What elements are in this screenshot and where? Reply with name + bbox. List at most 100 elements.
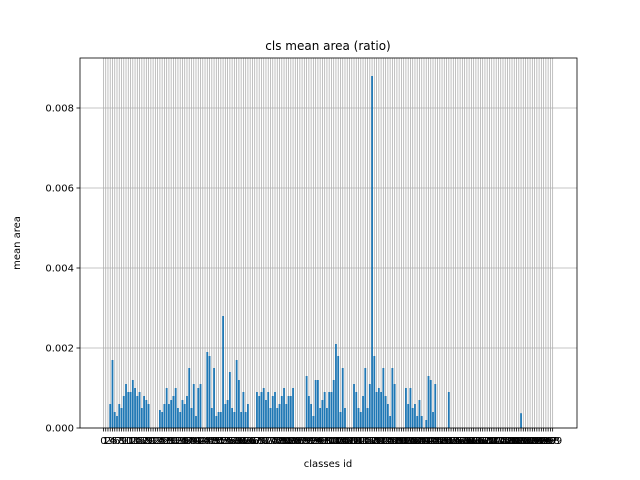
- x-tick-label: 170: [478, 436, 497, 447]
- x-tick-label: 103: [326, 436, 345, 447]
- x-tick-label: 24: [151, 436, 164, 447]
- bar: [386, 404, 389, 428]
- x-tick-label: 25: [154, 436, 167, 447]
- bar: [380, 392, 382, 428]
- x-tick-label: 68: [251, 436, 264, 447]
- x-tick-label: 9: [121, 436, 127, 447]
- x-tick-label: 120: [365, 436, 384, 447]
- x-tick-label: 46: [201, 436, 214, 447]
- bar: [429, 380, 432, 428]
- x-tick-label: 195: [534, 436, 553, 447]
- x-tick-label: 10: [120, 436, 133, 447]
- bar: [147, 404, 150, 428]
- bar: [368, 384, 371, 428]
- x-tick-label: 168: [473, 436, 492, 447]
- x-tick-label: 126: [378, 436, 397, 447]
- bar: [219, 412, 222, 428]
- y-tick-label: 0.000: [45, 424, 74, 435]
- x-tick-label: 81: [280, 436, 293, 447]
- bar: [116, 416, 118, 428]
- x-tick-label: 70: [255, 436, 268, 447]
- x-tick-label: 175: [489, 436, 508, 447]
- x-tick-label: 75: [266, 436, 279, 447]
- bar: [233, 412, 236, 428]
- bar: [235, 360, 238, 428]
- x-tick-label: 140: [410, 436, 429, 447]
- x-tick-label: 72: [260, 436, 273, 447]
- x-tick-label: 185: [511, 436, 530, 447]
- x-tick-label: 193: [530, 436, 549, 447]
- bar: [382, 368, 385, 428]
- x-tick-label: 198: [541, 436, 560, 447]
- x-tick-label: 14: [129, 436, 142, 447]
- bar: [371, 76, 373, 428]
- x-tick-label: 149: [430, 436, 449, 447]
- bar: [195, 416, 197, 428]
- bar: [231, 408, 234, 428]
- bar: [420, 416, 423, 428]
- bar: [260, 392, 263, 428]
- x-tick-label: 166: [469, 436, 488, 447]
- bar: [321, 400, 324, 428]
- x-tick-label: 123: [372, 436, 391, 447]
- bar: [316, 380, 319, 428]
- bar: [520, 413, 522, 428]
- x-tick-label: 95: [312, 436, 325, 447]
- bar: [131, 380, 134, 428]
- bar: [192, 384, 195, 428]
- bar: [129, 392, 132, 428]
- bar: [265, 400, 267, 428]
- y-axis-label: mean area: [12, 216, 23, 270]
- x-tick-label: 12: [124, 436, 137, 447]
- x-tick-label: 26: [156, 436, 169, 447]
- x-tick-label: 104: [329, 436, 348, 447]
- x-tick-label: 183: [507, 436, 526, 447]
- bar: [237, 380, 240, 428]
- bar: [330, 392, 333, 428]
- bar: [292, 388, 294, 428]
- x-tick-label: 107: [335, 436, 354, 447]
- bar: [199, 384, 202, 428]
- bar: [319, 408, 322, 428]
- bar: [276, 408, 279, 428]
- x-tick-label: 39: [185, 436, 198, 447]
- bar: [432, 412, 434, 428]
- bar: [425, 420, 428, 428]
- bar: [416, 416, 419, 428]
- x-tick-label: 132: [392, 436, 411, 447]
- bar: [206, 352, 209, 428]
- x-tick-label: 113: [349, 436, 368, 447]
- x-tick-label: 115: [353, 436, 372, 447]
- x-tick-label: 161: [457, 436, 476, 447]
- x-tick-label: 144: [419, 436, 438, 447]
- x-tick-label: 33: [172, 436, 185, 447]
- x-tick-label: 143: [417, 436, 436, 447]
- bar: [213, 368, 215, 428]
- bar: [339, 412, 342, 428]
- bar: [143, 396, 145, 428]
- x-tick-label: 119: [363, 436, 382, 447]
- bar: [215, 416, 218, 428]
- bar: [427, 376, 430, 428]
- x-tick-label: 51: [212, 436, 225, 447]
- x-tick-label: 60: [233, 436, 246, 447]
- x-tick-label: 112: [347, 436, 366, 447]
- x-tick-label: 32: [169, 436, 182, 447]
- bar: [434, 384, 437, 428]
- x-tick-label: 152: [437, 436, 456, 447]
- bar: [161, 412, 164, 428]
- x-tick-label: 30: [165, 436, 178, 447]
- x-tick-label: 69: [253, 436, 266, 447]
- x-tick-label: 145: [421, 436, 440, 447]
- x-tick-label: 93: [307, 436, 320, 447]
- x-tick-label: 106: [333, 436, 352, 447]
- x-tick-label: 178: [496, 436, 515, 447]
- x-tick-label: 134: [396, 436, 415, 447]
- x-tick-label: 16: [133, 436, 146, 447]
- chart-title: cls mean area (ratio): [265, 39, 390, 53]
- bar: [271, 396, 274, 428]
- x-tick-label: 31: [167, 436, 180, 447]
- bar: [409, 388, 412, 428]
- x-tick-label: 56: [223, 436, 236, 447]
- x-tick-label: 111: [344, 436, 363, 447]
